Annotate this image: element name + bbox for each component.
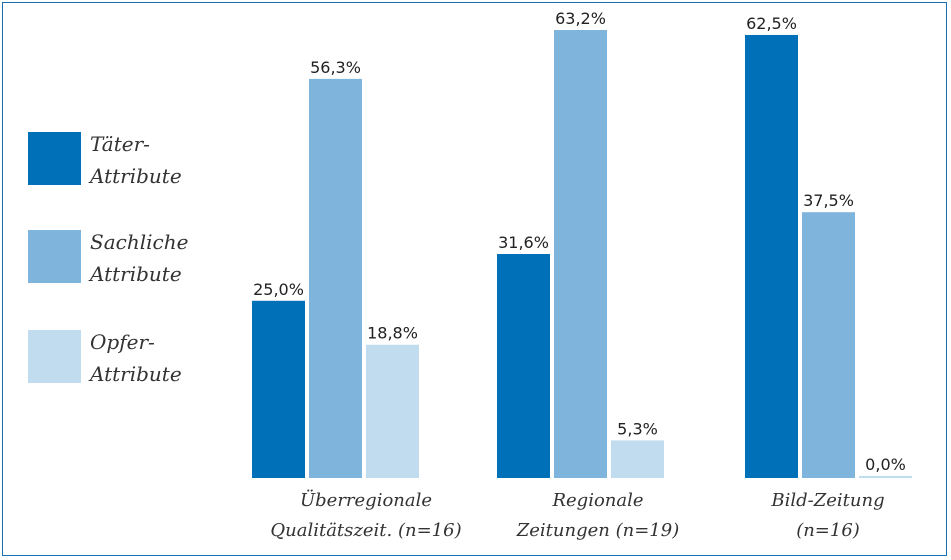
category-label-regional: Regionale Zeitungen (n=19) bbox=[488, 486, 708, 546]
bar-sachlich-ueberregional bbox=[309, 78, 362, 479]
category-label-ueberregional-line1: Überregionale bbox=[299, 490, 433, 511]
legend-label-opfer-line1: Opfer- bbox=[90, 330, 155, 354]
legend-label-sachlich-line2: Attribute bbox=[90, 262, 182, 286]
category-label-regional-line1: Regionale bbox=[552, 490, 644, 511]
bar-taeter-ueberregional bbox=[252, 300, 305, 478]
category-label-ueberregional-line2: Qualitätszeit. (n=16) bbox=[270, 520, 462, 541]
data-label-opfer-bild: 0,0% bbox=[865, 455, 906, 474]
legend-swatch-opfer bbox=[28, 330, 81, 383]
legend-label-taeter-line2: Attribute bbox=[90, 164, 182, 188]
data-label-taeter-bild: 62,5% bbox=[746, 14, 797, 33]
data-label-opfer-regional: 5,3% bbox=[617, 419, 658, 438]
category-label-bild: Bild-Zeitung (n=16) bbox=[718, 486, 938, 546]
data-label-opfer-ueberregional: 18,8% bbox=[367, 324, 418, 343]
bar-opfer-regional bbox=[611, 440, 664, 478]
bar-opfer-bild bbox=[859, 476, 912, 478]
data-label-sachlich-bild: 37,5% bbox=[803, 191, 854, 210]
legend-label-sachlich-line1: Sachliche bbox=[90, 230, 189, 254]
category-label-ueberregional: Überregionale Qualitätszeit. (n=16) bbox=[256, 486, 476, 546]
bar-sachlich-bild bbox=[802, 212, 855, 478]
bar-sachlich-regional bbox=[554, 30, 607, 478]
legend-label-taeter-line1: Täter- bbox=[90, 132, 150, 156]
category-label-regional-line2: Zeitungen (n=19) bbox=[516, 520, 680, 541]
category-label-bild-line2: (n=16) bbox=[796, 520, 860, 541]
data-label-sachlich-ueberregional: 56,3% bbox=[310, 58, 361, 77]
category-label-bild-line1: Bild-Zeitung bbox=[771, 490, 885, 511]
legend-label-opfer-line2: Attribute bbox=[90, 362, 182, 386]
legend-swatch-sachlich bbox=[28, 230, 81, 283]
legend-swatch-taeter bbox=[28, 132, 81, 185]
bar-taeter-regional bbox=[497, 254, 550, 478]
data-label-taeter-ueberregional: 25,0% bbox=[253, 280, 304, 299]
bar-taeter-bild bbox=[745, 34, 798, 478]
bar-opfer-ueberregional bbox=[366, 344, 419, 478]
data-label-sachlich-regional: 63,2% bbox=[555, 9, 606, 28]
data-label-taeter-regional: 31,6% bbox=[498, 233, 549, 252]
